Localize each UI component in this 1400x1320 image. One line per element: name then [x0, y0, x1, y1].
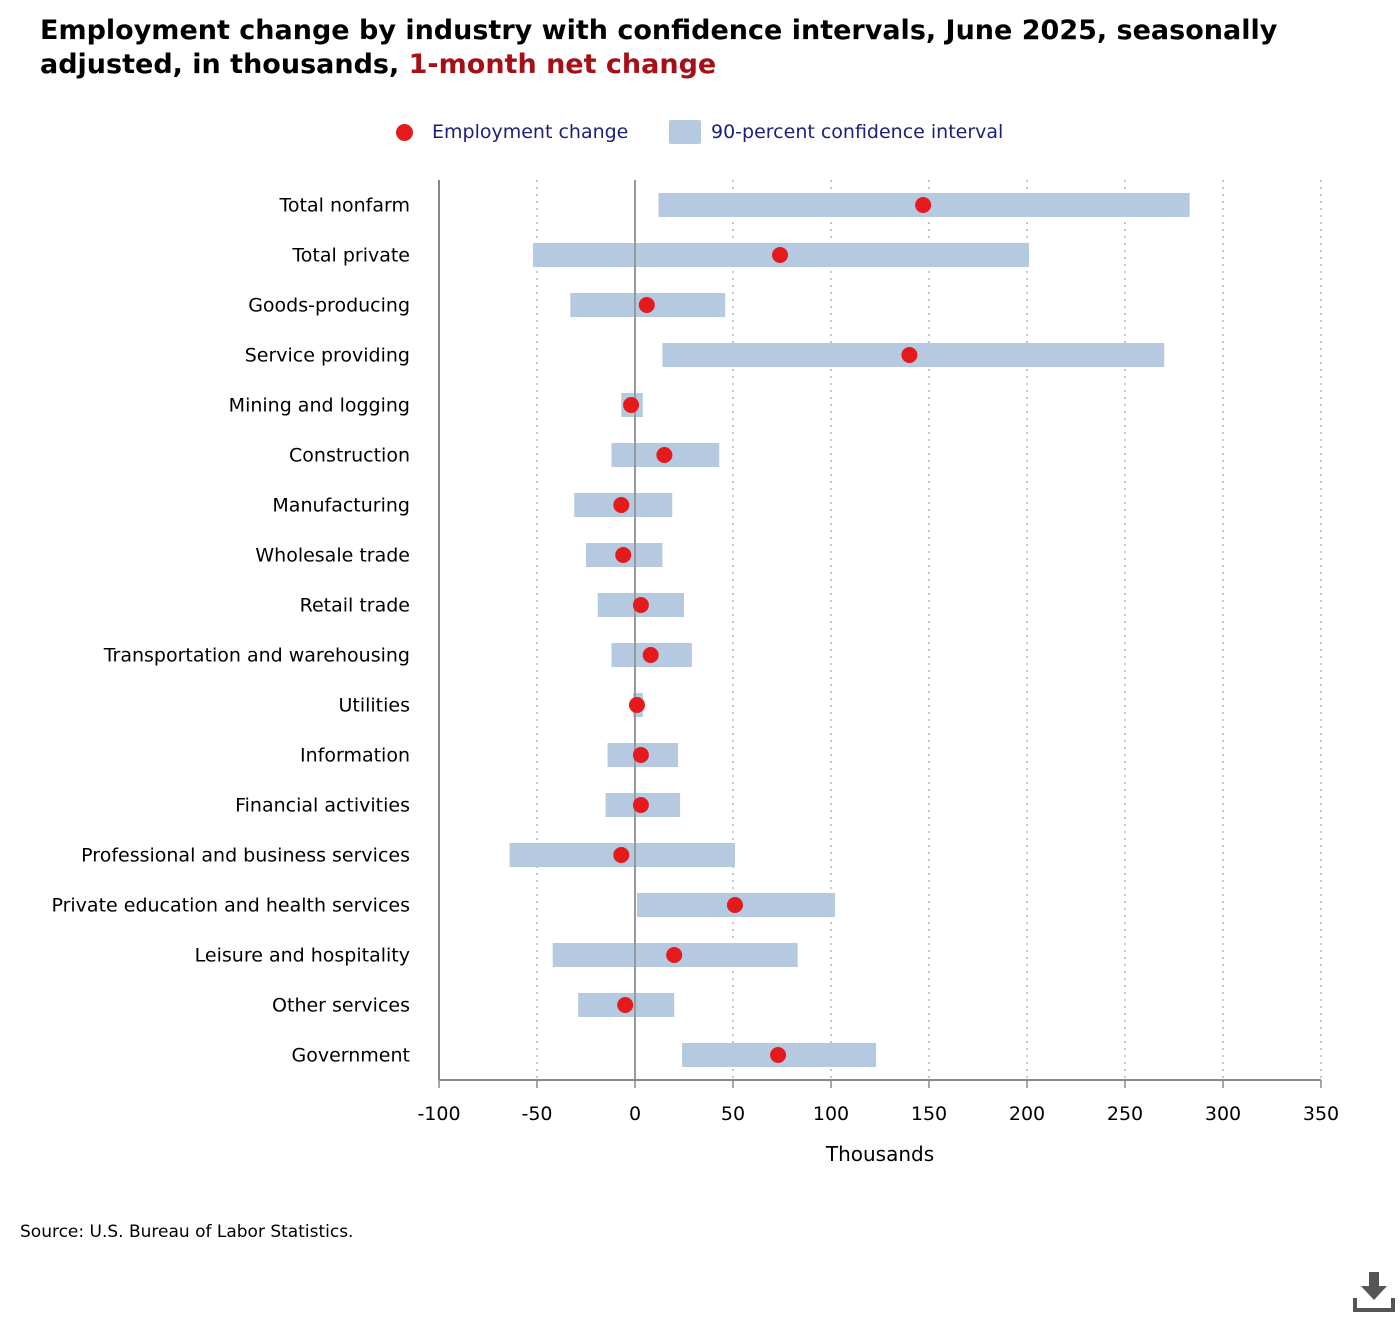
category-label: Service providing [245, 345, 410, 367]
employment-change-dot [632, 747, 649, 763]
x-tick-label: 0 [629, 1103, 641, 1125]
chart-title: Employment change by industry with confi… [40, 14, 1380, 82]
category-label: Other services [272, 995, 410, 1017]
legend-item-employment-change[interactable]: Employment change [396, 116, 628, 148]
chart-title-main: Employment change by industry with confi… [40, 15, 1278, 80]
category-label: Manufacturing [272, 495, 410, 517]
x-tick-label: 300 [1205, 1103, 1241, 1125]
category-label: Wholesale trade [255, 545, 410, 567]
download-button[interactable] [1352, 1268, 1396, 1314]
chart-title-highlight: 1-month net change [408, 49, 717, 80]
dot-interval-chart: Total nonfarm Total private Goods-producin… [51, 180, 1339, 1166]
x-tick-label: 50 [721, 1103, 745, 1125]
source-note: Source: U.S. Bureau of Labor Statistics. [20, 1222, 354, 1242]
legend-label-confidence-interval: 90-percent confidence interval [711, 121, 1004, 143]
x-tick-label: -50 [521, 1103, 552, 1125]
x-tick-label: 100 [813, 1103, 849, 1125]
legend-label-employment-change: Employment change [432, 121, 629, 143]
employment-change-dot [617, 997, 634, 1013]
category-label: Government [292, 1045, 411, 1067]
employment-change-dot [901, 347, 918, 363]
employment-change-dot [613, 497, 630, 513]
category-label: Total private [291, 245, 410, 267]
employment-change-dot [915, 197, 932, 213]
x-tick-label: 150 [911, 1103, 947, 1125]
employment-change-dot [615, 547, 632, 563]
employment-change-dot [656, 447, 673, 463]
employment-change-dot [772, 247, 789, 263]
legend-dot-marker [396, 123, 413, 141]
category-label: Private education and health services [51, 895, 410, 917]
employment-change-dot [642, 647, 659, 663]
legend-item-confidence-interval[interactable]: 90-percent confidence interval [669, 116, 1003, 148]
employment-change-dot [666, 947, 683, 963]
x-axis-title: Thousands [825, 1142, 934, 1166]
employment-change-dot [623, 397, 640, 413]
category-label: Information [300, 745, 410, 767]
legend-band-swatch [669, 120, 701, 144]
category-label: Total nonfarm [279, 195, 410, 217]
category-label: Construction [289, 445, 410, 467]
download-icon [1353, 1272, 1395, 1312]
employment-change-dot [726, 897, 743, 913]
category-label: Professional and business services [81, 845, 410, 867]
employment-change-dot [638, 297, 655, 313]
employment-change-dot [632, 797, 649, 813]
employment-change-dot [613, 847, 630, 863]
x-tick-label: 200 [1009, 1103, 1045, 1125]
category-label: Transportation and warehousing [103, 645, 410, 667]
category-label: Retail trade [300, 595, 410, 617]
employment-change-dot [632, 597, 649, 613]
category-label: Leisure and hospitality [195, 945, 410, 967]
employment-change-dot [628, 697, 645, 713]
category-label: Goods-producing [248, 295, 410, 317]
employment-change-dot [770, 1047, 787, 1063]
category-label: Financial activities [235, 795, 410, 817]
category-label: Mining and logging [229, 395, 410, 417]
x-tick-label: 350 [1303, 1103, 1339, 1125]
legend: Employment change 90-percent confidence … [0, 116, 1400, 148]
category-label: Utilities [338, 695, 410, 717]
x-tick-label: -100 [417, 1103, 460, 1125]
x-tick-label: 250 [1107, 1103, 1143, 1125]
